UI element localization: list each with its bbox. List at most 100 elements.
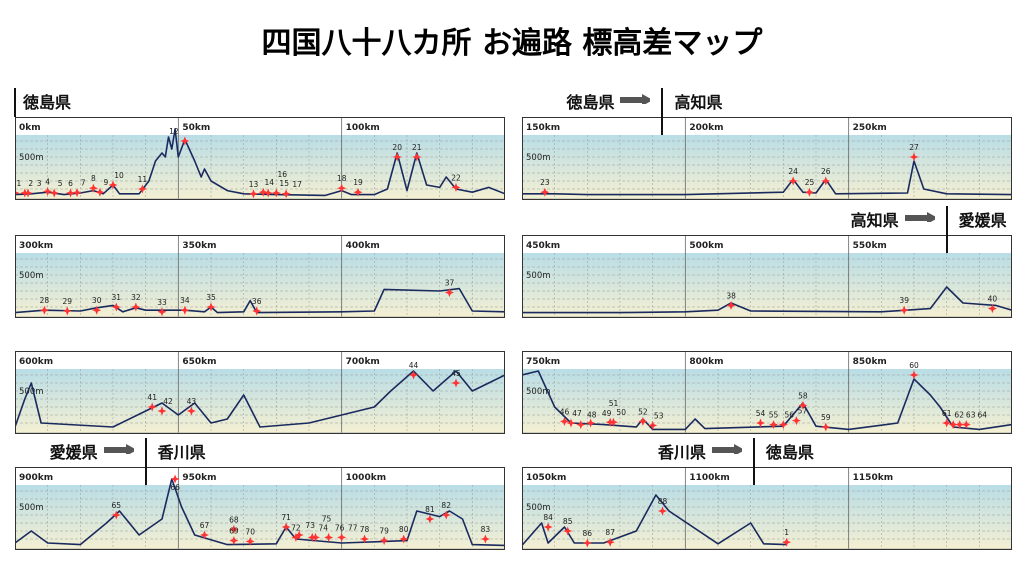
temple-number-label: 28 <box>40 296 50 305</box>
temple-number-label: 70 <box>245 527 255 536</box>
y-label-500m: 500m <box>526 387 551 397</box>
panel-border <box>15 467 505 550</box>
temple-marker <box>576 420 586 430</box>
prefecture-to-label: 香川県 <box>157 443 206 462</box>
temple-marker <box>353 187 363 197</box>
temple-number-label: 18 <box>337 174 347 183</box>
temple-number-label: 59 <box>821 413 831 422</box>
temple-number-label: 35 <box>206 293 216 302</box>
tick-label: 250km <box>853 123 887 133</box>
temple-number-label: 83 <box>481 525 491 534</box>
temple-marker <box>49 188 59 198</box>
y-label-500m: 500m <box>526 503 551 513</box>
temple-number-label: 51 <box>609 399 619 408</box>
temple-marker <box>441 510 451 520</box>
temple-number-label: 11 <box>138 175 148 184</box>
elevation-panel: 750km 800km 850km 500m 46 47 48 49 50 51 52 53 54 55 5… <box>522 351 1012 434</box>
elevation-panel: 900km 950km 1000km 500m 65 66 67 68 69 70 71 72 73 74… <box>15 467 505 550</box>
elevation-profile-line <box>15 287 505 314</box>
temple-marker <box>311 532 321 542</box>
prefecture-to-label: 愛媛県 <box>958 211 1007 230</box>
temple-marker <box>137 184 147 194</box>
temple-number-label: 36 <box>252 297 262 306</box>
arrow-right-icon <box>711 444 742 454</box>
temple-number-label: 10 <box>114 171 124 180</box>
temple-number-label: 52 <box>638 407 648 416</box>
temple-marker <box>559 416 569 426</box>
temple-marker <box>95 187 105 197</box>
temple-marker <box>180 136 190 146</box>
temple-marker <box>392 152 402 162</box>
tick-label: 200km <box>689 123 723 133</box>
temple-marker <box>62 306 72 316</box>
temple-number-label: 55 <box>769 411 779 420</box>
temple-marker <box>638 416 648 426</box>
temple-marker <box>337 183 347 193</box>
prefecture-boundary-line <box>945 206 948 253</box>
temple-number-label: 33 <box>157 298 167 307</box>
temple-number-label: 67 <box>200 521 210 530</box>
elevation-panel: 600km 650km 700km 500m 41 42 43 44 45 <box>15 351 505 434</box>
temple-number-label: 1 <box>17 179 22 188</box>
panel-border <box>15 117 505 200</box>
tick-label: 1150km <box>853 473 893 483</box>
temple-number-label: 39 <box>899 296 909 305</box>
temple-marker <box>245 536 255 546</box>
tick-label: 1100km <box>689 473 729 483</box>
prefecture-from-label: 徳島県 <box>23 93 72 112</box>
elevation-profile-line <box>522 160 1012 196</box>
temple-number-label: 7 <box>81 179 86 188</box>
temple-marker <box>263 188 273 198</box>
temple-number-label: 77 <box>348 523 358 532</box>
temple-marker <box>648 420 658 430</box>
y-label-500m: 500m <box>526 271 551 281</box>
temple-number-label: 69 <box>229 527 239 536</box>
arrow-right-icon <box>103 444 134 454</box>
temple-marker <box>425 514 435 524</box>
temple-marker <box>229 524 239 534</box>
temple-number-label: 75 <box>322 514 332 523</box>
tick-label: 800km <box>689 357 723 367</box>
panel-svg: 150km 200km 250km 500m 23 24 25 26 27 <box>522 117 1012 200</box>
temple-number-label: 1 <box>784 528 789 537</box>
temple-marker <box>66 188 76 198</box>
temple-number-label: 21 <box>412 143 422 152</box>
temple-marker <box>942 418 952 428</box>
tick-label: 650km <box>182 357 216 367</box>
temple-marker <box>337 532 347 542</box>
temple-marker <box>540 187 550 197</box>
tick-label: 700km <box>346 357 380 367</box>
elevation-panel: 450km 500km 550km 500m 38 39 40 <box>522 235 1012 318</box>
temple-marker <box>909 152 919 162</box>
temple-number-label: 23 <box>540 178 550 187</box>
temple-marker <box>157 406 167 416</box>
prefecture-from-label: 愛媛県 <box>49 443 98 462</box>
panel-border <box>522 351 1012 434</box>
tick-label: 450km <box>526 241 560 251</box>
temple-marker <box>480 534 490 544</box>
temple-number-label: 9 <box>104 178 109 187</box>
temple-number-label: 30 <box>92 296 102 305</box>
tick-label: 1000km <box>346 473 386 483</box>
prefecture-boundary-line <box>752 438 755 485</box>
temple-number-label: 66 <box>170 483 180 492</box>
temple-marker <box>15 188 20 198</box>
temple-marker <box>399 534 409 544</box>
prefecture-from-label: 香川県 <box>657 443 706 462</box>
panel-svg: 450km 500km 550km 500m 38 39 40 <box>522 235 1012 318</box>
temple-number-label: 2 <box>28 179 33 188</box>
tick-label: 400km <box>346 241 380 251</box>
temple-marker <box>206 302 216 312</box>
y-label-500m: 500m <box>19 503 44 513</box>
temple-marker <box>909 370 919 380</box>
temple-marker <box>281 189 291 199</box>
plot-background <box>15 369 505 434</box>
temple-marker <box>788 176 798 186</box>
temple-marker <box>605 537 615 547</box>
temple-number-label: 49 <box>602 409 612 418</box>
plot-background <box>522 135 1012 200</box>
temple-marker <box>39 305 49 315</box>
temple-marker <box>586 418 596 428</box>
prefecture-from-label: 高知県 <box>850 211 899 230</box>
